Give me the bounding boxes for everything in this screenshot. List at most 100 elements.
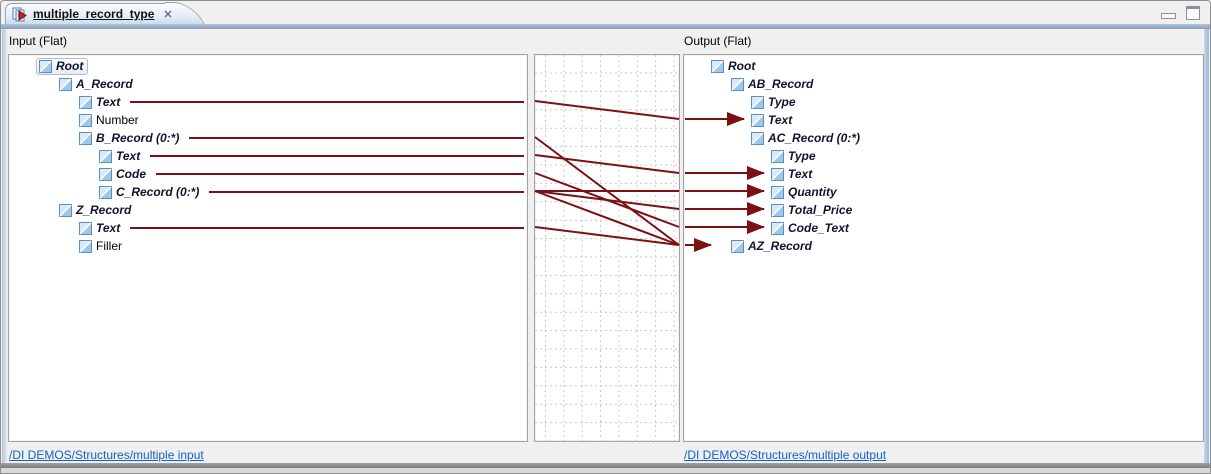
node-box: Total_Price — [768, 202, 857, 219]
tree-node-a_text[interactable]: Text — [10, 93, 526, 111]
record-node-icon — [59, 77, 72, 91]
node-label: AZ_Record — [748, 239, 813, 253]
node-box: Filler — [76, 238, 127, 255]
node-box: A_Record — [56, 76, 138, 93]
record-node-icon — [771, 167, 784, 181]
input-tree: Root A_Record Text Number B_Record (0:*) Text… — [10, 57, 526, 255]
node-box: B_Record (0:*) — [76, 130, 184, 147]
record-node-icon — [771, 221, 784, 235]
tab-title: multiple_record_type — [33, 7, 155, 21]
node-box: Code — [96, 166, 151, 183]
record-node-icon — [39, 59, 52, 73]
record-node-icon — [79, 239, 92, 253]
node-box: Quantity — [768, 184, 842, 201]
tree-node-ab_type[interactable]: Type — [685, 93, 1202, 111]
record-node-icon — [79, 95, 92, 109]
tree-node-az_record[interactable]: AZ_Record — [685, 237, 1202, 255]
node-box: Code_Text — [768, 220, 854, 237]
tab-bar-underline — [1, 24, 1210, 29]
input-structure-link[interactable]: /DI DEMOS/Structures/multiple input — [9, 448, 204, 462]
tab-multiple-record-type[interactable]: multiple_record_type ✕ — [5, 3, 182, 24]
node-box: Text — [76, 220, 125, 237]
input-tree-panel[interactable]: Root A_Record Text Number B_Record (0:*) Text… — [8, 54, 528, 442]
node-label: Type — [768, 95, 796, 109]
record-node-icon — [99, 149, 112, 163]
node-label: Text — [788, 167, 813, 181]
node-label: Root — [56, 59, 84, 73]
node-box: Type — [768, 148, 821, 165]
mapping-line-stub — [209, 191, 524, 193]
node-box: Root — [36, 57, 89, 75]
record-node-icon — [79, 131, 92, 145]
node-label: Z_Record — [76, 203, 132, 217]
minimize-view-button[interactable] — [1161, 13, 1176, 19]
tree-node-ab_text[interactable]: Text — [685, 111, 1202, 129]
tree-node-ab_record[interactable]: AB_Record — [685, 75, 1202, 93]
tree-node-ac_quantity[interactable]: Quantity — [685, 183, 1202, 201]
output-tree: Root AB_Record Type Text AC_Record (0:*) Type… — [685, 57, 1202, 255]
tree-node-a_number[interactable]: Number — [10, 111, 526, 129]
record-node-icon — [751, 113, 764, 127]
record-node-icon — [731, 77, 744, 91]
node-box: Root — [708, 58, 760, 75]
tab-bar: multiple_record_type ✕ — [1, 1, 1210, 24]
mapping-line-stub — [130, 101, 524, 103]
node-label: AB_Record — [748, 77, 814, 91]
record-node-icon — [731, 239, 744, 253]
node-box: Text — [748, 112, 797, 129]
tab-close-icon[interactable]: ✕ — [163, 8, 173, 21]
maximize-view-button[interactable] — [1186, 6, 1200, 20]
mapping-line-stub — [130, 227, 524, 229]
tree-node-root[interactable]: Root — [10, 57, 526, 75]
mapping-line-stub — [156, 173, 524, 175]
tree-node-ac_total_price[interactable]: Total_Price — [685, 201, 1202, 219]
node-label: Type — [788, 149, 816, 163]
node-box: C_Record (0:*) — [96, 184, 204, 201]
node-box: AC_Record (0:*) — [748, 130, 865, 147]
output-tree-panel[interactable]: Root AB_Record Type Text AC_Record (0:*) Type… — [683, 54, 1204, 442]
tree-node-z_filler[interactable]: Filler — [10, 237, 526, 255]
tree-node-b_text[interactable]: Text — [10, 147, 526, 165]
tree-node-ac_code_text[interactable]: Code_Text — [685, 219, 1202, 237]
node-box: Text — [76, 94, 125, 111]
node-label: C_Record (0:*) — [116, 185, 200, 199]
record-node-icon — [99, 167, 112, 181]
node-box: AZ_Record — [728, 238, 817, 255]
node-box: Z_Record — [56, 202, 136, 219]
tree-node-c_record[interactable]: C_Record (0:*) — [10, 183, 526, 201]
window-bottom-bar — [1, 463, 1210, 468]
tree-node-z_text[interactable]: Text — [10, 219, 526, 237]
tree-node-z_record[interactable]: Z_Record — [10, 201, 526, 219]
node-label: Text — [96, 95, 121, 109]
node-label: B_Record (0:*) — [96, 131, 180, 145]
node-label: Quantity — [788, 185, 837, 199]
tree-node-a_record[interactable]: A_Record — [10, 75, 526, 93]
tree-node-o_root[interactable]: Root — [685, 57, 1202, 75]
output-pane-header: Output (Flat) — [684, 34, 752, 48]
output-structure-link[interactable]: /DI DEMOS/Structures/multiple output — [684, 448, 887, 462]
node-label: A_Record — [76, 77, 133, 91]
node-label: Root — [728, 59, 756, 73]
node-label: Text — [768, 113, 793, 127]
node-label: Filler — [96, 239, 122, 253]
node-box: Text — [768, 166, 817, 183]
node-label: Number — [96, 113, 139, 127]
mapping-line-stub — [150, 155, 524, 157]
tree-node-ac_text[interactable]: Text — [685, 165, 1202, 183]
node-box: Type — [748, 94, 801, 111]
node-box: Text — [96, 148, 145, 165]
record-node-icon — [79, 221, 92, 235]
record-node-icon — [99, 185, 112, 199]
node-label: Text — [116, 149, 141, 163]
record-node-icon — [59, 203, 72, 217]
tree-node-b_code[interactable]: Code — [10, 165, 526, 183]
node-label: AC_Record (0:*) — [768, 131, 861, 145]
input-pane-header: Input (Flat) — [9, 34, 68, 48]
node-box: Number — [76, 112, 144, 129]
tree-node-ac_record[interactable]: AC_Record (0:*) — [685, 129, 1202, 147]
node-label: Total_Price — [788, 203, 853, 217]
tree-node-ac_type[interactable]: Type — [685, 147, 1202, 165]
tree-node-b_record[interactable]: B_Record (0:*) — [10, 129, 526, 147]
mapping-grid-canvas[interactable] — [534, 54, 680, 442]
